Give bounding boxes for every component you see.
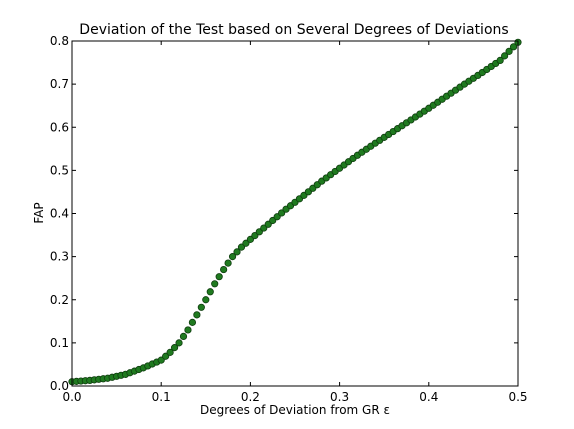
x-tick-label: 0.0: [62, 390, 81, 404]
data-point: [206, 288, 214, 296]
data-point: [162, 352, 170, 360]
data-point: [197, 303, 205, 311]
data-point: [220, 265, 228, 274]
x-tick-label: 0.1: [152, 390, 171, 404]
x-axis-label: Degrees of Deviation from GR ε: [200, 403, 390, 417]
data-point: [496, 56, 504, 65]
y-tick-label: 0.0: [50, 379, 69, 393]
data-point: [175, 339, 183, 347]
data-point: [215, 273, 223, 281]
x-tick-label: 0.5: [508, 390, 527, 404]
data-point: [509, 43, 518, 51]
chart-title: Deviation of the Test based on Several D…: [79, 22, 508, 38]
data-point: [228, 253, 237, 261]
data-point: [166, 348, 174, 356]
data-point: [233, 248, 241, 256]
data-point: [157, 356, 165, 364]
data-point: [170, 344, 179, 352]
y-tick-label: 0.7: [50, 77, 69, 91]
y-tick-label: 0.3: [50, 250, 69, 264]
data-point: [211, 280, 219, 288]
y-tick-label: 0.1: [50, 336, 69, 350]
data-point: [505, 47, 513, 55]
data-point: [242, 239, 250, 247]
data-point: [193, 311, 201, 319]
y-axis-label: FAP: [32, 202, 46, 223]
data-point: [237, 243, 246, 251]
data-point: [184, 326, 192, 334]
x-axis: 0.0 0.1 0.2 0.3 0.4 0.5: [62, 41, 528, 404]
data-point: [179, 332, 188, 341]
y-tick-label: 0.8: [50, 34, 69, 48]
y-tick-label: 0.6: [50, 120, 69, 134]
y-tick-label: 0.5: [50, 163, 69, 177]
data-point: [202, 296, 210, 304]
x-tick-label: 0.4: [419, 390, 438, 404]
x-tick-label: 0.2: [241, 390, 260, 404]
data-points: [68, 38, 522, 386]
y-tick-label: 0.4: [50, 207, 69, 221]
x-tick-label: 0.3: [330, 390, 349, 404]
y-axis: 0.0 0.1 0.2 0.3 0.4 0.5 0.6 0.7 0.8: [50, 34, 518, 393]
y-tick-label: 0.2: [50, 293, 69, 307]
data-point: [501, 52, 509, 60]
data-point: [224, 259, 232, 267]
data-point: [188, 318, 197, 326]
